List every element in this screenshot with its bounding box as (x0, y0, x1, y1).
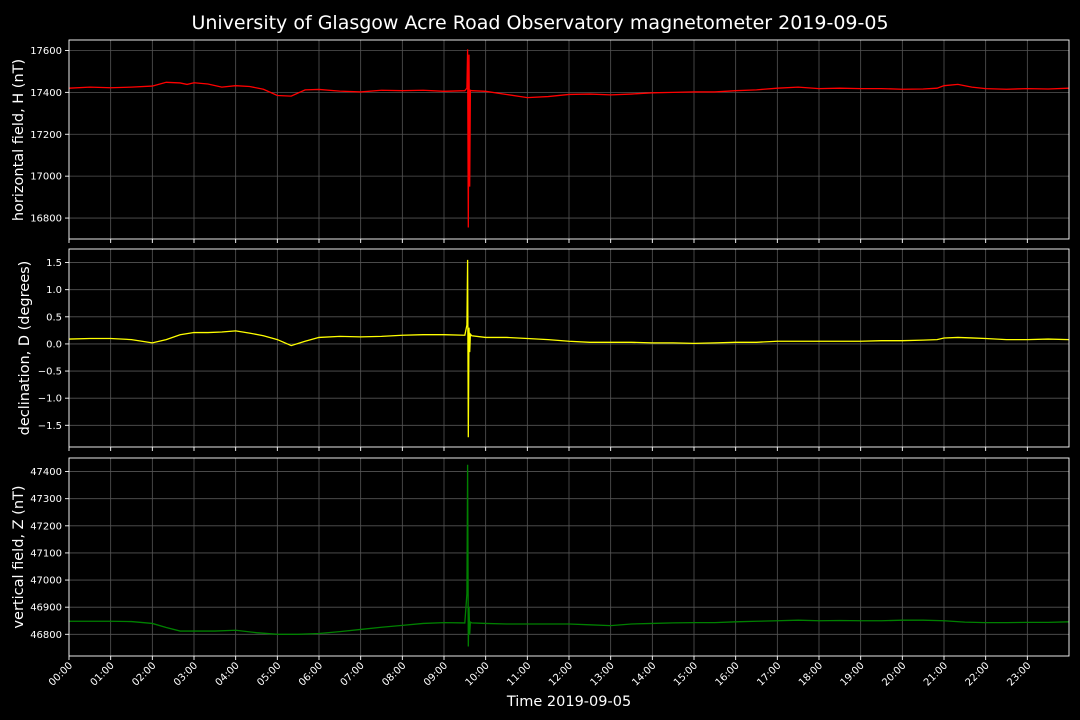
declination-y-tick-label: 1.0 (46, 285, 62, 296)
panel-z: 46800 46900 47000 47100 47200 47300 47400 vert… (11, 457, 1070, 660)
x-tick-label: 03:00 (172, 660, 200, 688)
x-tick-label: 18:00 (797, 660, 825, 688)
x-axis-label: Time 2019-09-05 (506, 694, 631, 710)
x-tick-label: 01:00 (89, 660, 117, 688)
x-tick-label: 23:00 (1005, 660, 1033, 688)
declination-y-tick-label: 1.5 (46, 258, 62, 269)
x-tick-label: 10:00 (464, 660, 492, 688)
x-axis: 00:00 01:00 02:00 03:00 04:00 05:00 06:00 07:00… (47, 660, 1033, 688)
h-field-plot-frame (68, 39, 1070, 240)
x-tick-label: 21:00 (922, 660, 950, 688)
x-tick-label: 06:00 (297, 660, 325, 688)
declination-plot-frame (68, 248, 1070, 448)
h-field-y-tick-label: 17200 (30, 130, 62, 141)
h-field-y-tick-label: 17400 (30, 88, 62, 99)
z-field-series-line (69, 464, 1070, 647)
x-tick-label: 07:00 (339, 660, 367, 688)
x-tick-label: 22:00 (964, 660, 992, 688)
x-tick-label: 14:00 (630, 660, 658, 688)
x-tick-label: 19:00 (839, 660, 867, 688)
x-tick-label: 16:00 (714, 660, 742, 688)
h-field-y-tick-label: 17600 (30, 46, 62, 57)
x-tick-label: 11:00 (505, 660, 533, 688)
z-field-y-tick-label: 46900 (30, 603, 62, 614)
chart-title: University of Glasgow Acre Road Observat… (191, 12, 888, 34)
x-tick-label: 04:00 (214, 660, 242, 688)
x-tick-label: 05:00 (255, 660, 283, 688)
declination-ylabel: declination, D (degrees) (17, 261, 33, 436)
declination-y-tick-label: −1.5 (38, 421, 62, 432)
h-field-series-line (68, 49, 1070, 228)
panel-d: −1.5 −1.0 −0.5 0.0 0.5 1.0 1.5 declination, D … (17, 248, 1070, 451)
declination-y-tick-label: −0.5 (38, 367, 62, 378)
x-tick-label: 20:00 (880, 660, 908, 688)
declination-y-tick-label: 0.5 (46, 312, 62, 323)
x-tick-label: 02:00 (130, 660, 158, 688)
z-field-y-tick-label: 47400 (30, 467, 62, 478)
z-field-y-tick-label: 47100 (30, 548, 62, 559)
x-tick-label: 08:00 (380, 660, 408, 688)
x-tick-label: 00:00 (47, 660, 75, 688)
z-field-y-tick-label: 47000 (30, 576, 62, 587)
declination-y-tick-label: 0.0 (46, 339, 62, 350)
panel-h: 16800 17000 17200 17400 17600 horizontal fie… (11, 39, 1070, 243)
z-field-y-tick-label: 46800 (30, 630, 62, 641)
h-field-y-tick-label: 17000 (30, 172, 62, 183)
x-tick-label: 13:00 (589, 660, 617, 688)
z-field-y-tick-label: 47200 (30, 521, 62, 532)
z-field-plot-frame (68, 457, 1070, 657)
x-tick-label: 15:00 (672, 660, 700, 688)
x-tick-label: 17:00 (755, 660, 783, 688)
z-field-ylabel: vertical field, Z (nT) (11, 485, 27, 628)
x-tick-label: 12:00 (547, 660, 575, 688)
h-field-ylabel: horizontal field, H (nT) (11, 59, 27, 221)
declination-series-line (68, 259, 1070, 438)
h-field-y-tick-label: 16800 (30, 214, 62, 225)
z-field-y-tick-label: 47300 (30, 494, 62, 505)
x-tick-label: 09:00 (422, 660, 450, 688)
declination-y-tick-label: −1.0 (38, 394, 62, 405)
